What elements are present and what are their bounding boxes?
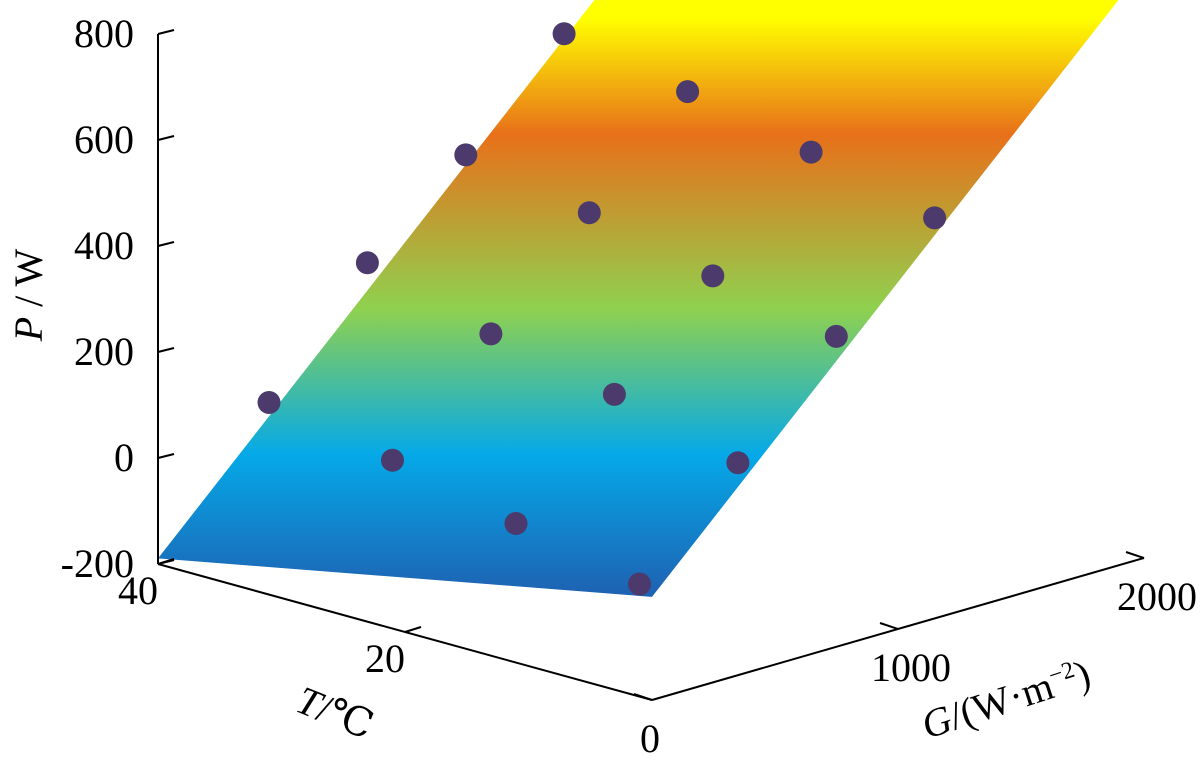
y-tick-mark <box>157 558 175 565</box>
data-point <box>923 206 947 230</box>
z-tick-mark <box>157 29 175 35</box>
x-tick-label: 2000 <box>1117 574 1197 619</box>
z-tick-label: 0 <box>114 435 134 480</box>
data-point <box>602 382 626 406</box>
data-point <box>504 512 528 535</box>
data-point <box>799 140 823 164</box>
z-tick-label: 800 <box>74 11 134 56</box>
z-tick-label: 200 <box>74 329 134 374</box>
data-point <box>701 264 725 288</box>
data-point <box>479 322 503 346</box>
points-layer <box>257 22 947 596</box>
data-point <box>628 572 651 596</box>
x-tick-label: 0 <box>640 716 660 761</box>
data-point <box>577 201 601 225</box>
data-point <box>676 80 700 104</box>
z-tick-mark <box>157 347 175 353</box>
x-tick-mark <box>1125 551 1145 559</box>
surface-layer <box>158 0 1119 597</box>
y-tick-label: 20 <box>365 636 405 681</box>
data-point <box>355 251 379 275</box>
data-point <box>552 22 576 46</box>
axes-layer <box>157 29 1145 701</box>
x-tick-mark <box>879 622 899 630</box>
surface-plane <box>158 0 1119 597</box>
z-tick-mark <box>157 241 175 247</box>
y-axis-label: T/℃ <box>290 677 379 748</box>
z-tick-label: 600 <box>74 117 134 162</box>
data-point <box>824 324 848 348</box>
y-tick-label: 40 <box>118 568 158 613</box>
z-tick-mark <box>157 135 175 141</box>
y-tick-mark <box>404 626 422 633</box>
z-axis-label: P / W <box>6 248 51 342</box>
z-tick-label: -200 <box>61 541 134 586</box>
data-point <box>454 143 478 167</box>
z-tick-label: 400 <box>74 223 134 268</box>
x-tick-label: 1000 <box>871 645 951 690</box>
data-point <box>381 448 404 472</box>
x-tick-mark <box>633 693 653 701</box>
data-point <box>726 451 750 475</box>
z-tick-mark <box>157 453 175 459</box>
data-point <box>257 391 281 414</box>
